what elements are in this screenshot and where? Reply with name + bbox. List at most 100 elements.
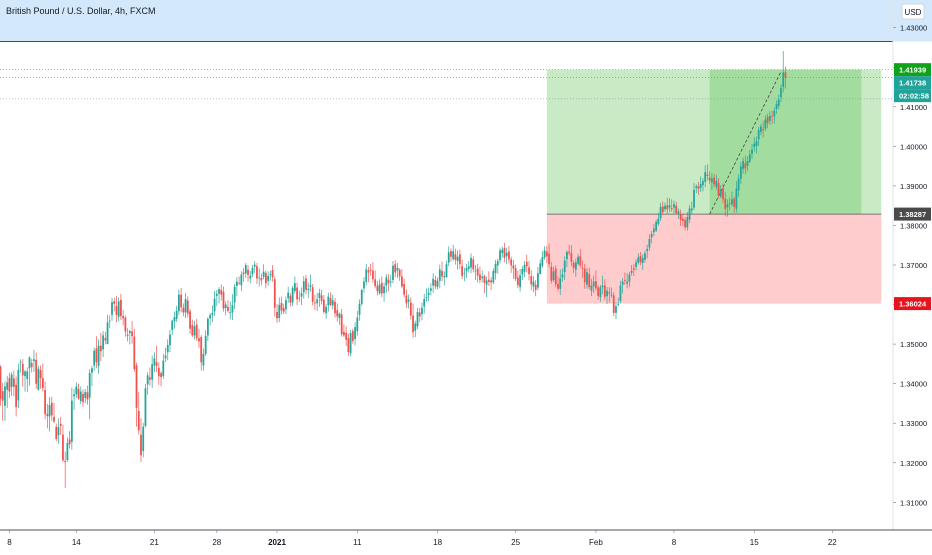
candle: [632, 264, 635, 277]
candle-body: [12, 378, 15, 387]
candle: [670, 199, 673, 212]
candle-body: [610, 294, 613, 296]
candle-body: [264, 272, 267, 284]
candle: [374, 270, 377, 289]
candle-body: [412, 315, 414, 333]
candle: [423, 293, 426, 314]
candle-body: [581, 268, 584, 269]
candle: [760, 123, 762, 136]
candle: [690, 201, 693, 214]
candle: [249, 270, 252, 284]
candle-body: [28, 357, 31, 369]
candle: [79, 386, 82, 405]
candle-body: [644, 253, 646, 260]
candle-body: [519, 275, 521, 288]
candle-body: [657, 218, 660, 224]
candle-body: [378, 284, 381, 294]
candle: [673, 200, 675, 215]
currency-button[interactable]: USD: [901, 3, 925, 20]
price-tags: 1.41939 1.41738 02:02:58 1.38287 1.36024: [894, 63, 931, 311]
candle: [311, 283, 314, 306]
candle: [278, 297, 281, 322]
candle: [496, 258, 499, 274]
candle: [50, 396, 53, 421]
candle: [131, 321, 133, 344]
x-tick-label: 25: [511, 538, 520, 547]
candle: [548, 243, 550, 268]
candle: [418, 307, 421, 322]
candle-body: [327, 296, 330, 306]
candle-body: [409, 302, 412, 316]
candle: [744, 155, 747, 175]
candle-body: [557, 283, 559, 289]
candle: [637, 253, 640, 265]
candle-body: [632, 268, 635, 270]
candle: [465, 263, 468, 279]
candle-body: [474, 270, 477, 272]
candle-body: [316, 299, 319, 304]
candle: [37, 365, 40, 391]
candle-body: [628, 274, 631, 282]
candle: [329, 292, 332, 307]
candle: [639, 251, 642, 265]
candle: [719, 185, 722, 199]
candle: [537, 266, 539, 291]
candle-body: [151, 364, 154, 380]
candle-body: [434, 280, 437, 287]
candle-body: [146, 375, 149, 385]
candle-body: [541, 257, 544, 266]
candle-body: [704, 172, 707, 182]
candle-body: [601, 285, 604, 288]
candle-body: [269, 274, 272, 275]
candle-body: [289, 295, 292, 303]
candle-body: [0, 366, 2, 399]
candle-body: [340, 314, 343, 335]
candle: [677, 208, 680, 219]
candle-body: [296, 287, 298, 300]
candle-body: [111, 302, 113, 315]
candle: [403, 278, 406, 298]
candle: [514, 264, 517, 282]
candle: [285, 296, 287, 315]
candle: [6, 375, 9, 409]
candle-body: [282, 308, 285, 312]
candle: [768, 111, 771, 125]
candle: [681, 213, 684, 226]
candle: [367, 266, 370, 283]
loss-zone: [546, 214, 882, 304]
candle: [755, 136, 758, 154]
candle-body: [731, 199, 733, 205]
candle-body: [458, 254, 461, 265]
candle-body: [554, 268, 557, 285]
candle-body: [688, 208, 691, 220]
candle: [425, 288, 428, 302]
candle-body: [351, 331, 354, 341]
target-price-tag-bg: [894, 63, 931, 77]
last-price-tag-text: 1.41738: [899, 79, 926, 88]
candle: [155, 345, 158, 373]
candle-body: [369, 270, 372, 271]
candle-body: [664, 205, 666, 210]
candle-body: [186, 300, 189, 314]
candle: [684, 216, 687, 231]
candle: [508, 246, 510, 264]
candle-body: [414, 323, 417, 331]
candle: [372, 262, 374, 283]
candle: [120, 293, 122, 320]
candle-body: [652, 228, 655, 233]
candle-body: [191, 325, 194, 336]
candle: [302, 276, 305, 299]
candle: [184, 293, 187, 318]
candle-body: [641, 257, 644, 264]
candle: [586, 268, 588, 289]
candle: [369, 263, 372, 276]
candle: [539, 259, 542, 275]
candle: [746, 156, 749, 172]
candle: [728, 197, 731, 211]
candle: [570, 245, 573, 267]
candle: [57, 418, 60, 444]
profit-zone-active: [709, 69, 862, 215]
candle: [1, 382, 4, 421]
